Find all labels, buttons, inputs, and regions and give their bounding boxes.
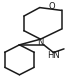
Text: N: N [37,38,44,47]
Text: O: O [48,2,55,11]
Text: HN: HN [47,51,59,60]
